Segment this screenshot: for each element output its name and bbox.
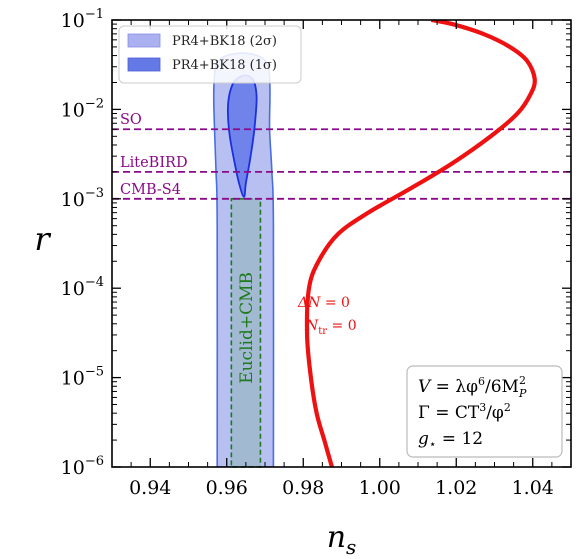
x-tick-label: 1.04 [512, 477, 554, 499]
x-tick-label: 1.00 [359, 477, 401, 499]
legend-label: PR4+BK18 (2σ) [172, 34, 277, 49]
y-tick-label: 10−4 [61, 275, 104, 300]
model-dof: g⋆ = 12 [418, 429, 483, 451]
hline-label-cmb-s4: CMB-S4 [120, 182, 181, 198]
legend-swatch [127, 33, 161, 48]
model-curve [304, 20, 537, 467]
y-tick-label: 10−3 [61, 186, 104, 211]
x-tick-label: 1.02 [435, 477, 477, 499]
x-axis-title: ns [327, 520, 357, 559]
euclid-cmb-label: Euclid+CMB [237, 272, 257, 384]
euclid-cmb-band [230, 198, 262, 468]
y-axis-title: r [34, 220, 51, 258]
x-tick-label: 0.96 [206, 477, 248, 499]
legend-label: PR4+BK18 (1σ) [172, 58, 277, 73]
model-damping: Γ = CT3/φ2 [418, 401, 511, 423]
y-tick-label: 10−5 [61, 365, 104, 390]
hline-label-litebird: LiteBIRD [120, 155, 188, 171]
model-potential: V = λφ6/6M2 P [418, 374, 527, 400]
y-tick-label: 10−1 [61, 7, 104, 32]
x-tick-label: 0.98 [282, 477, 324, 499]
hline-label-so: SO [120, 112, 142, 128]
legend-box [118, 25, 302, 84]
y-tick-label: 10−2 [61, 96, 104, 121]
legend-swatch [127, 57, 161, 72]
model-box [406, 365, 563, 458]
x-tick-label: 0.94 [129, 477, 171, 499]
annotation-n-tr: Ntr = 0 [305, 318, 357, 337]
y-tick-label: 10−6 [61, 454, 104, 479]
annotation-delta-n: ΔN = 0 [297, 295, 350, 311]
